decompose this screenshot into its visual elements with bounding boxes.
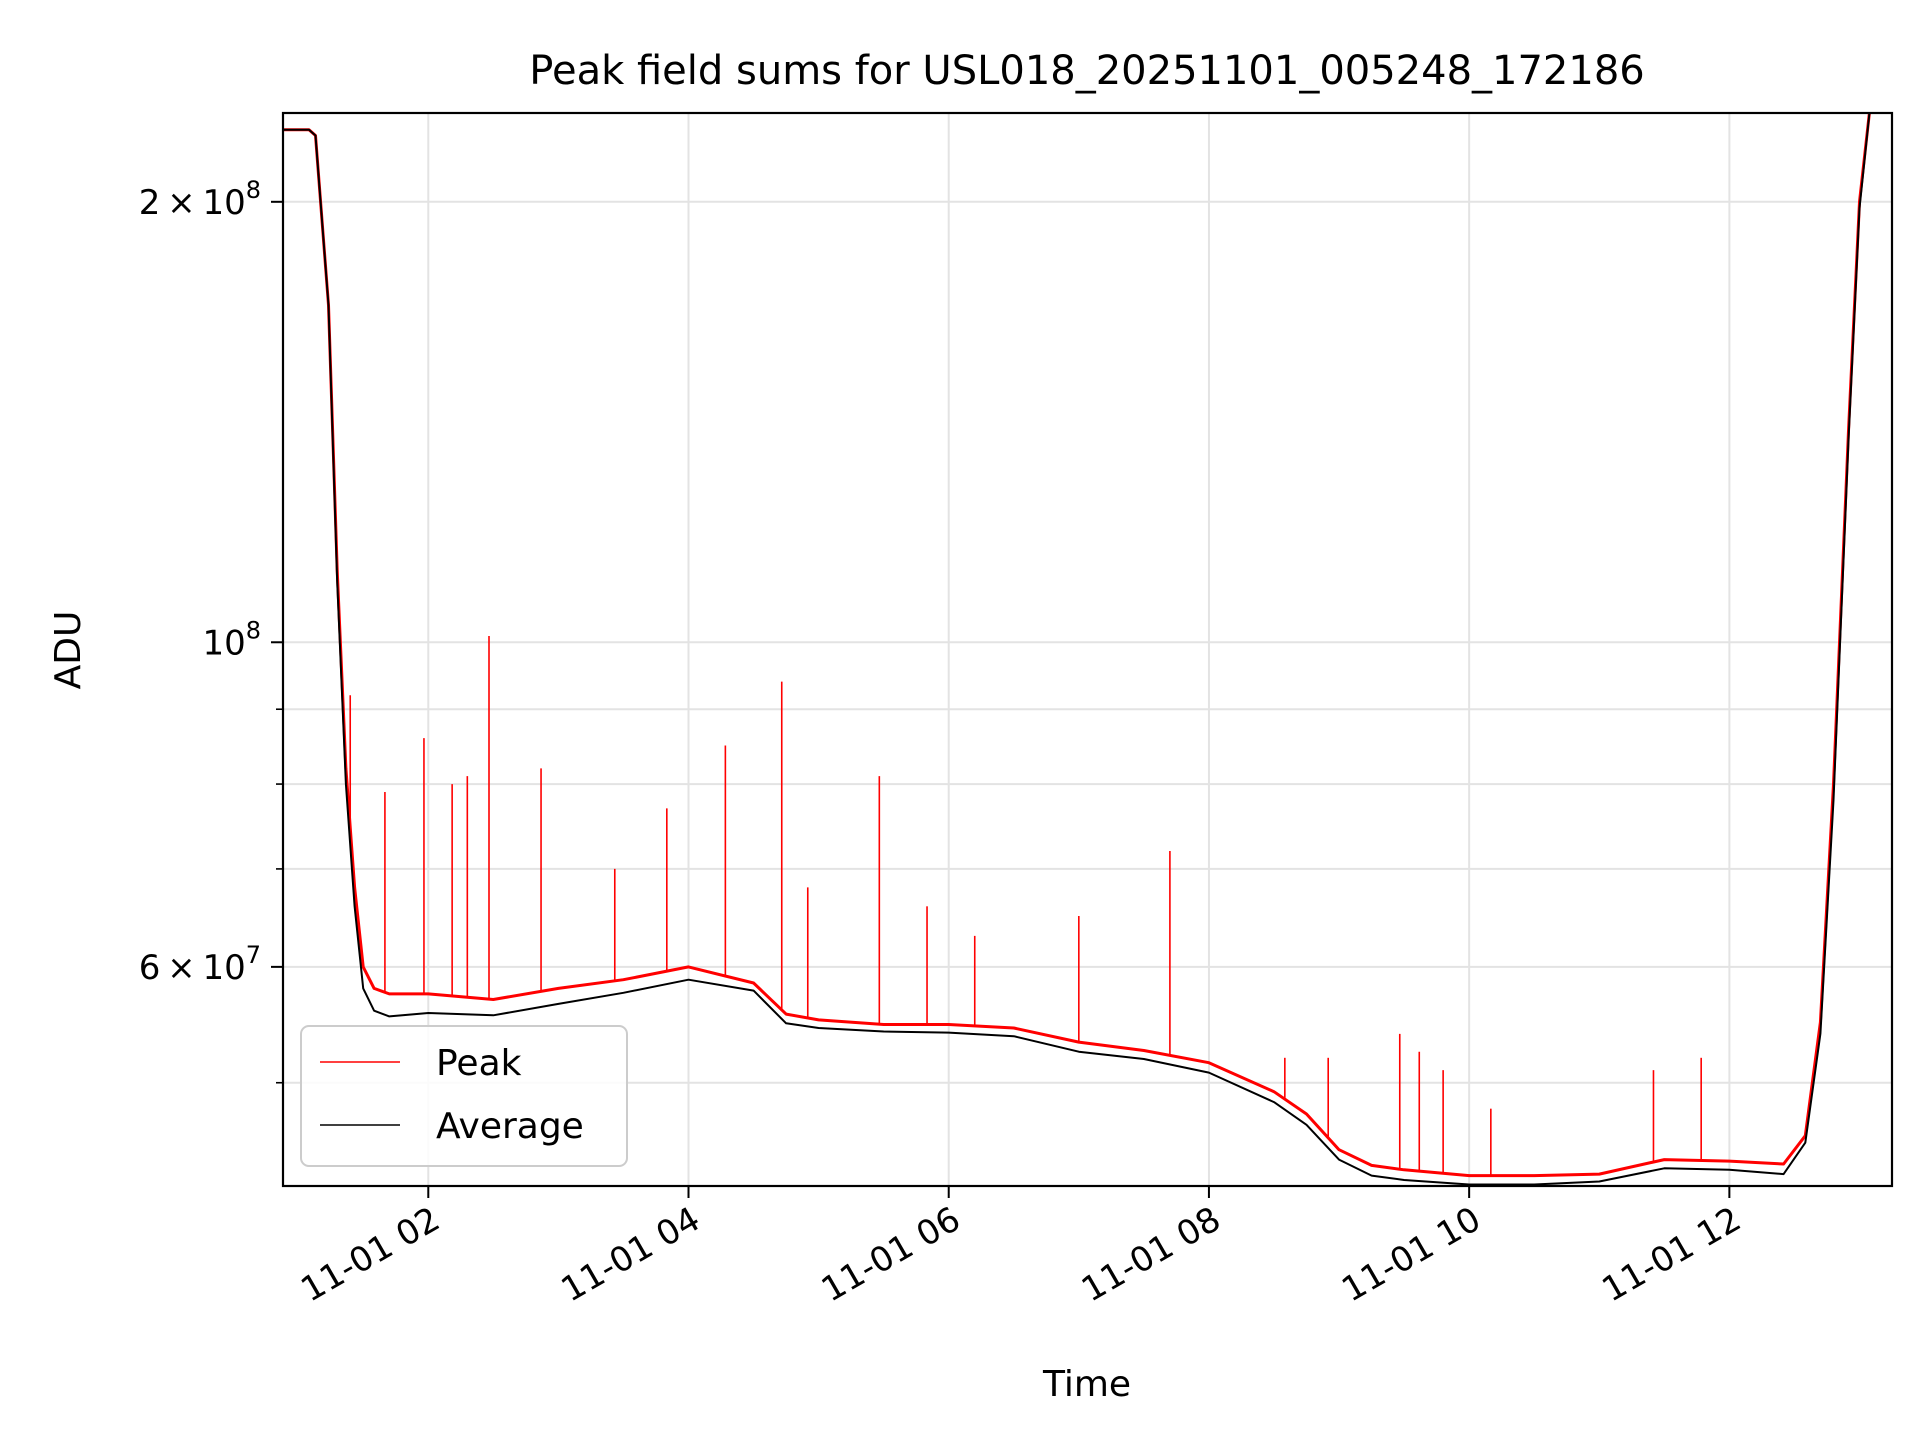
x-tick-label: 11-01 04 <box>555 1199 707 1310</box>
series-line-peak <box>283 113 1871 1178</box>
y-axis-label: ADU <box>48 611 89 690</box>
x-tick-label: 11-01 02 <box>294 1199 446 1310</box>
x-tick-label: 11-01 10 <box>1335 1199 1487 1310</box>
x-tick-label: 11-01 06 <box>815 1199 967 1310</box>
axes-frame <box>281 111 1894 1188</box>
plot-layer <box>283 113 1871 1186</box>
legend-average-label: Average <box>436 1106 584 1147</box>
y-tick-label: 6 × 107 <box>139 941 261 988</box>
series-line-average <box>283 113 1871 1186</box>
x-tick-label: 11-01 08 <box>1075 1199 1227 1310</box>
legend-peak-label: Peak <box>436 1043 522 1084</box>
grid-layer <box>283 113 1892 1186</box>
x-axis-label: Time <box>1042 1364 1131 1405</box>
y-tick-label: 108 <box>202 616 261 663</box>
chart-title: Peak field sums for USL018_20251101_0052… <box>529 48 1644 94</box>
y-tick-label: 2 × 108 <box>139 176 261 223</box>
legend: Peak Average <box>300 1025 628 1167</box>
legend-box <box>300 1025 628 1167</box>
x-tick-label: 11-01 12 <box>1595 1199 1747 1310</box>
